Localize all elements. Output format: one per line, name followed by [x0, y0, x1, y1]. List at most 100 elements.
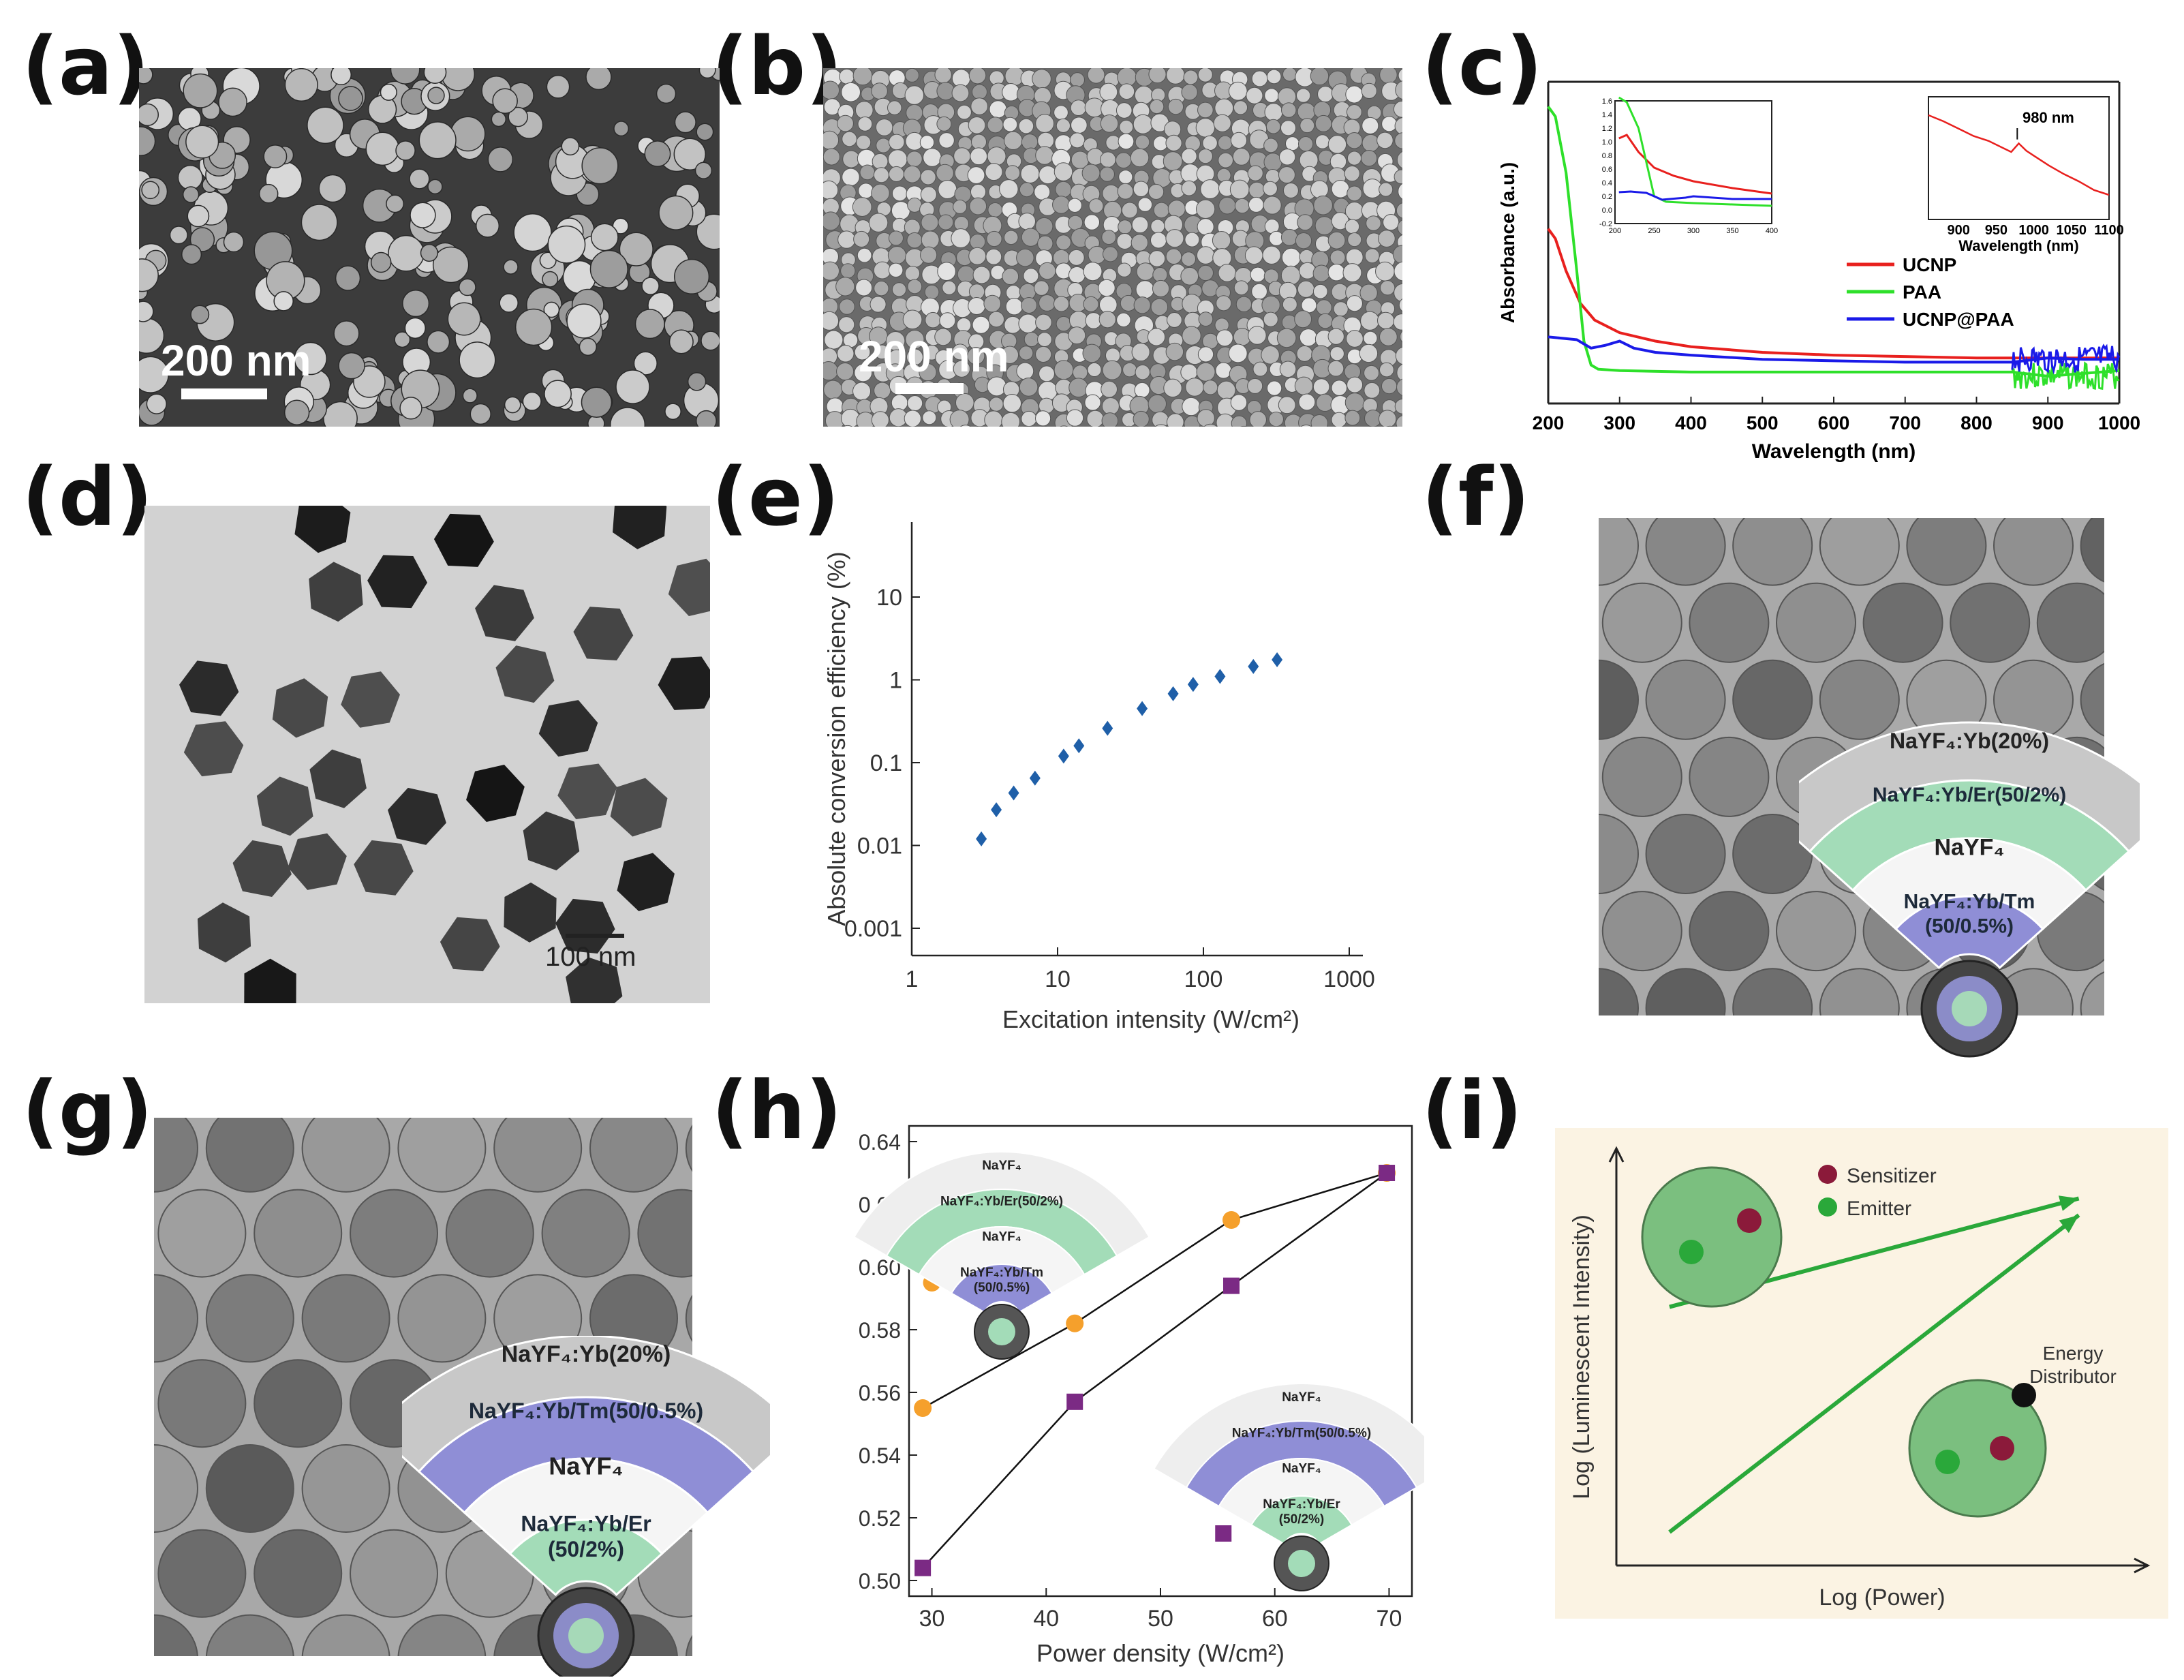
nanoparticle — [1021, 410, 1037, 427]
nanoparticle — [1068, 249, 1085, 266]
nanoparticle — [1116, 102, 1133, 119]
nanoparticle — [968, 284, 985, 300]
nanoparticle — [1118, 83, 1135, 100]
shell-label: NaYF₄:Yb/Er(50/2%) — [940, 1194, 1063, 1208]
nanoparticle — [1035, 114, 1055, 134]
nanoparticle — [427, 330, 450, 354]
nanoparticle — [1150, 298, 1169, 316]
nanoparticle — [1083, 262, 1103, 281]
nanoparticle — [1004, 131, 1023, 151]
nanoparticle — [493, 1118, 583, 1193]
hexagonal-nanoplate — [341, 671, 401, 728]
nanoparticle — [1266, 69, 1282, 85]
legend-label: Emitter — [1847, 1197, 1911, 1220]
nanoparticle — [972, 84, 987, 100]
nanoparticle — [1100, 151, 1116, 168]
nanoparticle — [1263, 196, 1282, 215]
nanoparticle — [1265, 119, 1281, 134]
nanoparticle — [1117, 183, 1134, 200]
nanoparticle — [1298, 393, 1316, 411]
nanoparticle — [1345, 85, 1364, 104]
data-point — [1137, 701, 1148, 716]
x-tick-label: 50 — [1148, 1606, 1173, 1632]
nanoparticle — [1068, 378, 1088, 398]
nanoparticle — [854, 343, 871, 361]
scale-bar-label-b: 200 nm — [859, 332, 1009, 381]
nanoparticle — [169, 226, 188, 245]
nanoparticle — [579, 337, 598, 356]
nanoparticle — [1148, 68, 1167, 84]
nanoparticle — [1327, 135, 1347, 154]
panel-label-c: (c) — [1421, 19, 1543, 113]
y-axis-arrowhead — [1608, 1146, 1625, 1163]
nanoparticle — [154, 1274, 198, 1363]
nanoparticle — [1396, 415, 1402, 427]
nanoparticle — [1380, 280, 1396, 296]
nanoparticle — [1099, 82, 1118, 102]
nanoparticle — [1118, 219, 1133, 234]
nanoparticle — [986, 230, 1002, 247]
hexagonal-nanoplate — [440, 917, 500, 972]
nanoparticle — [139, 258, 159, 292]
nanoparticle — [181, 244, 202, 265]
nanoparticle — [673, 138, 707, 171]
nanoparticle — [1081, 164, 1101, 183]
nanoparticle — [1163, 151, 1183, 171]
nanoparticle — [1247, 165, 1263, 181]
nanoparticle — [920, 186, 937, 203]
nanoparticle — [1265, 168, 1280, 184]
nanoparticle — [1052, 196, 1071, 214]
nanoparticle — [1244, 246, 1263, 265]
nanoparticle — [1115, 152, 1132, 169]
nanoparticle — [1024, 331, 1039, 348]
nanoparticle — [1297, 102, 1316, 121]
nanoparticle — [1216, 295, 1232, 311]
nanoparticle — [1299, 118, 1315, 134]
nanoparticle — [701, 331, 720, 351]
inset-x-tick: 300 — [1687, 227, 1699, 235]
annotation-label: Distributor — [2029, 1366, 2117, 1387]
nanoparticle — [842, 425, 853, 427]
nanoparticle — [1152, 267, 1168, 283]
nanoparticle — [1396, 378, 1402, 396]
series-line — [1547, 106, 2120, 378]
nanoparticle — [450, 116, 486, 152]
nanoparticle — [1266, 380, 1282, 396]
nanoparticle — [823, 80, 840, 100]
nanoparticle — [839, 68, 855, 85]
nanoparticle — [852, 382, 872, 401]
nanoparticle — [1060, 425, 1068, 427]
nanoparticle — [970, 134, 987, 150]
nanoparticle — [487, 147, 514, 172]
nanoparticle — [1053, 105, 1068, 121]
nanoparticle — [923, 148, 942, 167]
nanoparticle — [1359, 343, 1379, 363]
nanoparticle — [1276, 328, 1297, 348]
shell-label: NaYF₄:Yb/Tm — [960, 1266, 1043, 1280]
nanoparticle — [1645, 814, 1726, 894]
data-point — [1222, 1277, 1240, 1294]
nanoparticle — [205, 1614, 294, 1656]
nanoparticle — [989, 100, 1007, 119]
nanoparticle — [1166, 413, 1184, 427]
nanoparticle — [1310, 68, 1329, 86]
y-tick-label: 0.52 — [859, 1506, 901, 1531]
nanoparticle — [1233, 280, 1249, 296]
sem-image-a: 200 nm — [139, 68, 720, 427]
nanoparticle — [1034, 280, 1049, 296]
nanoparticle — [840, 263, 856, 279]
nanoparticle — [823, 311, 840, 331]
nanoparticle — [1346, 104, 1362, 120]
nanoparticle — [1101, 397, 1120, 415]
y-tick-label: 0.001 — [844, 916, 902, 942]
nanoparticle — [1331, 380, 1348, 396]
nanoparticle — [970, 147, 988, 166]
inset-y-tick: 1.2 — [1602, 125, 1612, 133]
nanoparticle — [1184, 232, 1200, 247]
nanoparticle — [872, 153, 889, 170]
nanoparticle — [1021, 228, 1041, 247]
shell-layer — [1894, 895, 2044, 969]
nanoparticle — [1310, 414, 1329, 427]
nanoparticle — [1101, 230, 1117, 245]
